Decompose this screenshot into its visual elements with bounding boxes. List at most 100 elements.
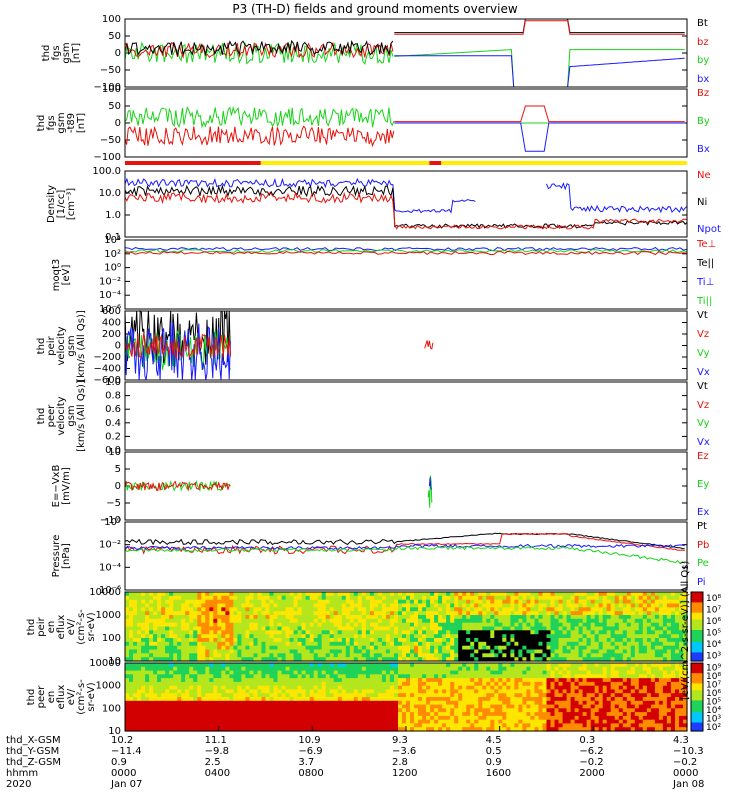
heat-cell bbox=[438, 645, 443, 651]
heat-cell bbox=[321, 626, 327, 631]
heat-cell bbox=[550, 649, 556, 654]
heat-cell bbox=[550, 727, 556, 732]
heat-cell bbox=[169, 626, 174, 631]
heat-cell bbox=[333, 607, 339, 612]
heat-cell bbox=[514, 700, 519, 706]
heat-cell bbox=[333, 618, 339, 624]
heat-cell bbox=[341, 712, 347, 717]
heat-cell bbox=[602, 622, 608, 628]
heat-cell bbox=[345, 657, 351, 662]
heat-cell bbox=[614, 674, 620, 679]
heat-cell bbox=[217, 715, 222, 721]
heat-cell bbox=[514, 611, 519, 616]
heat-cell bbox=[185, 607, 190, 612]
heat-cell bbox=[365, 645, 371, 651]
heat-cell bbox=[438, 670, 443, 675]
heat-cell bbox=[125, 634, 130, 639]
heat-cell bbox=[466, 607, 471, 612]
heat-cell bbox=[141, 708, 146, 713]
heat-cell bbox=[257, 663, 263, 668]
heat-cell bbox=[285, 634, 291, 639]
heat-cell bbox=[353, 630, 359, 635]
heat-cell bbox=[269, 607, 275, 612]
heat-cell bbox=[566, 678, 572, 683]
heat-cell bbox=[518, 649, 523, 654]
heat-cell bbox=[209, 663, 214, 668]
heat-cell bbox=[662, 599, 668, 605]
heat-cell bbox=[626, 603, 632, 608]
heat-cell bbox=[478, 618, 483, 624]
heat-cell bbox=[410, 715, 415, 721]
heat-cell bbox=[618, 626, 624, 631]
heat-cell bbox=[361, 715, 367, 721]
heat-cell bbox=[622, 611, 628, 616]
heat-cell bbox=[574, 670, 580, 675]
heat-cell bbox=[181, 626, 186, 631]
heat-cell bbox=[526, 649, 531, 654]
heat-cell bbox=[578, 592, 584, 597]
heat-cell bbox=[173, 649, 178, 654]
heat-cell bbox=[201, 645, 206, 651]
heat-cell bbox=[253, 700, 259, 706]
heat-cell bbox=[345, 607, 351, 612]
heat-cell bbox=[261, 607, 267, 612]
heat-cell bbox=[494, 611, 499, 616]
heat-cell bbox=[193, 727, 198, 732]
heat-cell bbox=[313, 719, 319, 725]
heat-cell bbox=[269, 638, 275, 643]
heat-cell bbox=[381, 626, 387, 631]
heat-cell bbox=[365, 653, 371, 658]
y-tick-label: 1000 bbox=[96, 681, 121, 692]
heat-cell bbox=[470, 723, 475, 728]
heat-cell bbox=[490, 603, 495, 608]
heat-cell bbox=[422, 697, 427, 702]
heat-cell bbox=[217, 674, 222, 679]
heat-cell bbox=[494, 678, 499, 683]
heat-cell bbox=[265, 592, 271, 597]
heat-cell bbox=[430, 638, 435, 643]
heat-cell bbox=[269, 704, 275, 709]
heat-cell bbox=[478, 663, 483, 668]
heat-cell bbox=[426, 693, 431, 698]
y-tick-label: 0.8 bbox=[105, 391, 121, 402]
heat-cell bbox=[373, 670, 379, 675]
heat-cell bbox=[181, 708, 186, 713]
heat-cell bbox=[450, 595, 455, 601]
heat-cell bbox=[265, 723, 271, 728]
heat-cell bbox=[614, 595, 620, 601]
heat-cell bbox=[650, 626, 656, 631]
heat-cell bbox=[325, 634, 331, 639]
heat-cell bbox=[474, 674, 479, 679]
heat-cell bbox=[562, 599, 568, 605]
heat-cell bbox=[418, 670, 423, 675]
heat-cell bbox=[522, 657, 527, 662]
heat-cell bbox=[233, 700, 238, 706]
heat-cell bbox=[337, 615, 343, 620]
heat-cell bbox=[157, 681, 162, 687]
heat-cell bbox=[522, 723, 527, 728]
heat-cell bbox=[562, 645, 568, 651]
heat-cell bbox=[626, 649, 632, 654]
heat-cell bbox=[213, 708, 218, 713]
heat-cell bbox=[361, 693, 367, 698]
heat-cell bbox=[129, 595, 134, 601]
heat-cell bbox=[590, 626, 596, 631]
heat-cell bbox=[153, 723, 158, 728]
heat-cell bbox=[209, 653, 214, 658]
heat-cell bbox=[622, 615, 628, 620]
heat-cell bbox=[442, 641, 447, 647]
heat-cell bbox=[498, 727, 503, 732]
heat-cell bbox=[129, 666, 134, 672]
heat-cell bbox=[434, 630, 439, 635]
heat-cell bbox=[149, 641, 154, 647]
heat-cell bbox=[265, 712, 271, 717]
y-tick-label: 10 bbox=[108, 726, 121, 737]
heat-cell bbox=[349, 670, 355, 675]
heat-cell bbox=[261, 697, 267, 702]
heat-cell bbox=[646, 599, 652, 605]
heat-cell bbox=[345, 618, 351, 624]
heat-cell bbox=[345, 689, 351, 694]
heat-cell bbox=[193, 657, 198, 662]
heat-cell bbox=[402, 685, 407, 691]
heat-cell bbox=[385, 700, 391, 706]
